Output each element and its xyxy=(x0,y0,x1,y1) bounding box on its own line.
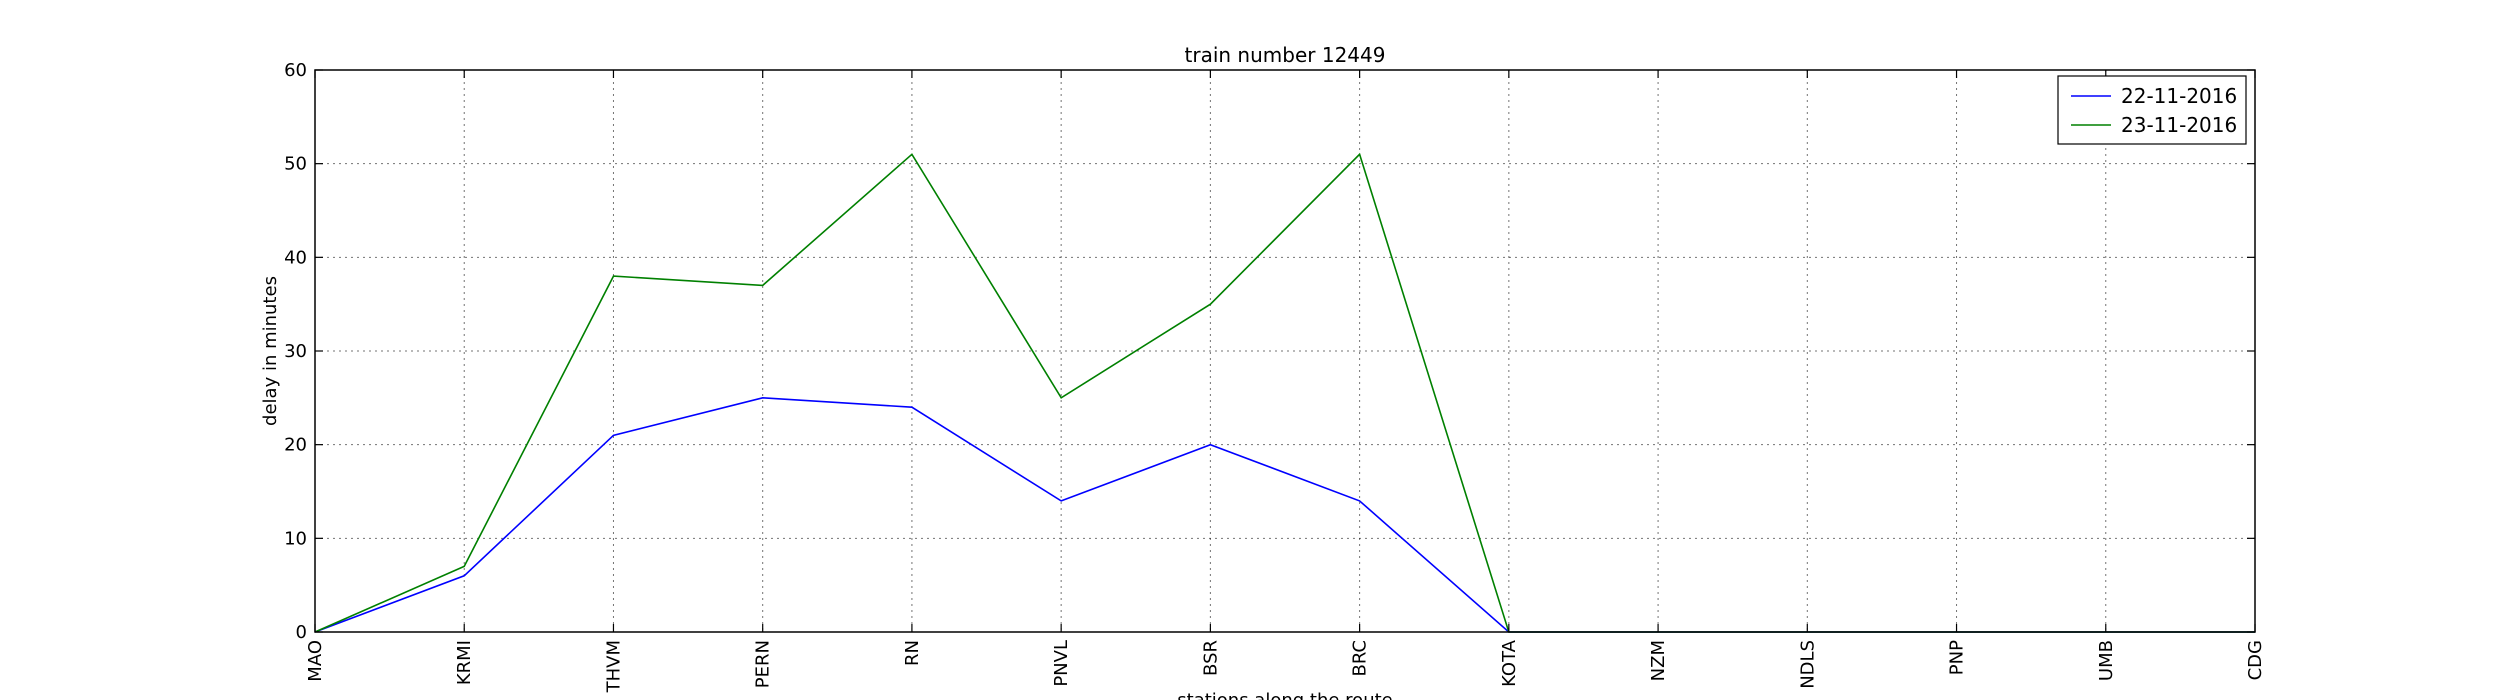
legend-label-23-11-2016: 23-11-2016 xyxy=(2121,113,2237,137)
legend-label-22-11-2016: 22-11-2016 xyxy=(2121,84,2237,108)
legend: 22-11-2016 23-11-2016 xyxy=(2057,75,2247,145)
y-tick-label: 40 xyxy=(284,247,307,268)
y-tick-label: 0 xyxy=(296,622,307,643)
x-axis-title: stations along the route xyxy=(1177,690,1392,700)
x-tick-label-pern: PERN xyxy=(753,640,774,688)
x-tick-label-brc: BRC xyxy=(1350,640,1371,677)
chart-title: train number 12449 xyxy=(1185,43,1386,67)
y-tick-label: 10 xyxy=(284,528,307,549)
x-tick-label-thvm: THVM xyxy=(603,640,624,693)
y-axis: 0 10 20 30 40 50 60 xyxy=(284,60,2255,643)
x-axis: MAO KRMI THVM PERN RN PNVL BSR BRC KOTA NZM NDLS PN… xyxy=(305,70,2266,693)
y-tick-label: 50 xyxy=(284,154,307,175)
legend-box xyxy=(2057,75,2247,145)
grid-layer xyxy=(315,70,2255,632)
x-tick-label-ndls: NDLS xyxy=(1797,640,1818,689)
x-tick-label-bsr: BSR xyxy=(1200,640,1221,676)
y-axis-title: delay in minutes xyxy=(260,276,281,426)
x-tick-label-kota: KOTA xyxy=(1499,639,1520,687)
x-tick-label-nzm: NZM xyxy=(1648,640,1669,681)
x-tick-label-krmi: KRMI xyxy=(454,640,475,685)
y-tick-label: 30 xyxy=(284,341,307,362)
x-tick-label-rn: RN xyxy=(902,640,923,666)
plot-area-frame xyxy=(314,69,2256,633)
series-line-23-11-2016 xyxy=(314,152,2255,633)
y-tick-label: 60 xyxy=(284,60,307,81)
x-tick-label-pnp: PNP xyxy=(1947,640,1968,675)
series-line-22-11-2016 xyxy=(314,396,2255,633)
x-tick-label-umb: UMB xyxy=(2096,640,2117,681)
x-tick-label-pnvl: PNVL xyxy=(1051,640,1072,687)
x-tick-label-mao: MAO xyxy=(305,640,326,682)
y-tick-label: 20 xyxy=(284,435,307,456)
series-layer xyxy=(314,152,2255,633)
x-tick-label-cdg: CDG xyxy=(2245,640,2266,680)
